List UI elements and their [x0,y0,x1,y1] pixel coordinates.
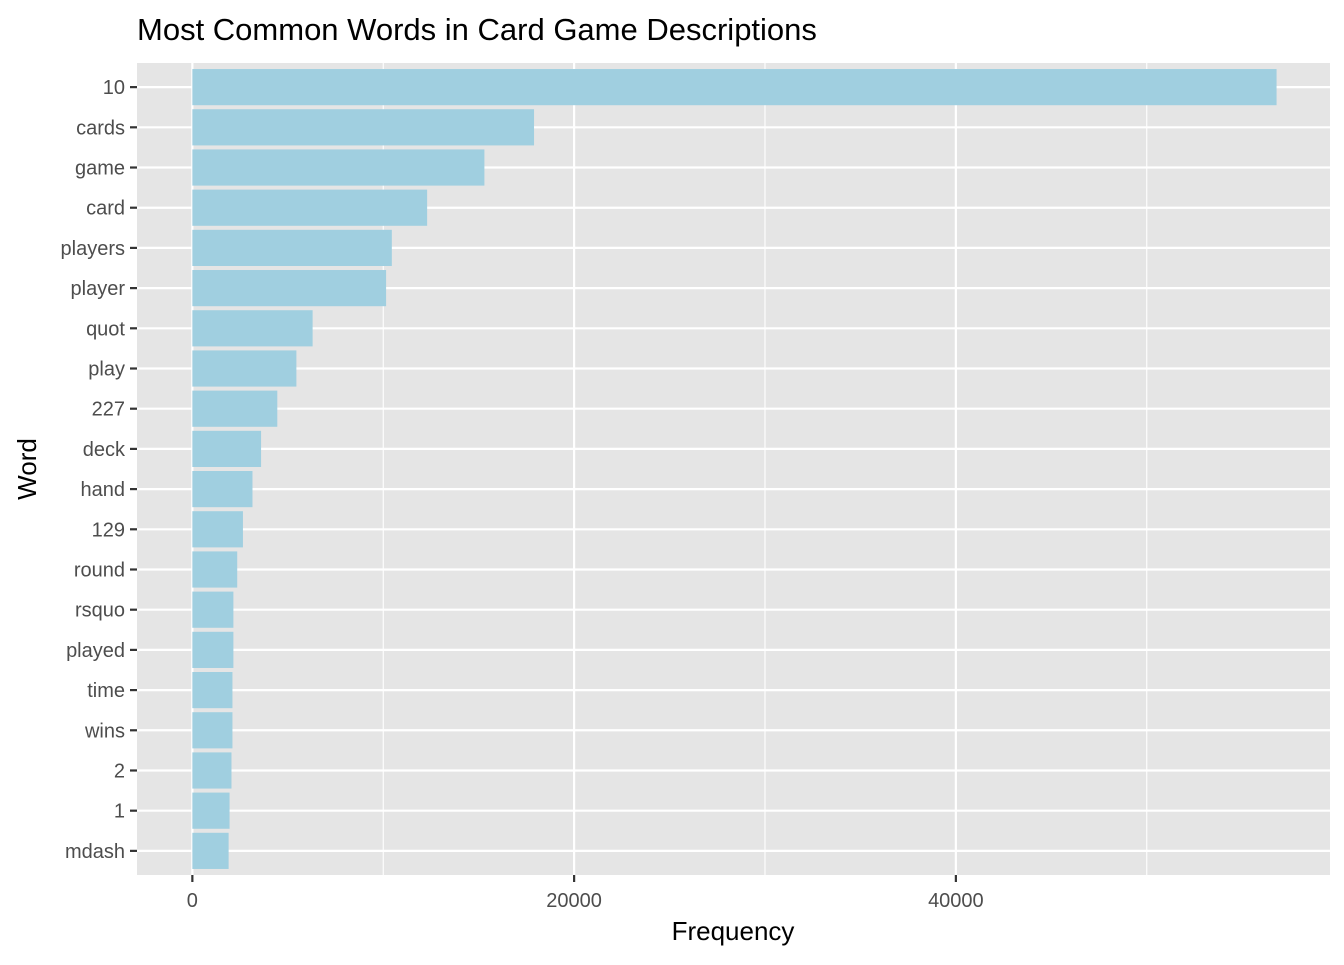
x-axis-title: Frequency [672,916,795,946]
y-tick-label: mdash [65,841,125,863]
y-axis: 10 cards game card players player quot play 227 d… [61,77,137,863]
x-tick-label: 20000 [546,890,602,912]
bar-227 [192,390,278,427]
y-tick-label: card [86,198,125,220]
y-tick-label: player [71,278,126,300]
chart-title: Most Common Words in Card Game Descripti… [137,12,817,47]
bar-players [192,229,392,266]
bar-hand [192,471,253,508]
y-tick-label: round [74,559,125,581]
x-axis: 0 20000 40000 [187,875,984,912]
bar-deck [192,430,262,467]
y-tick-label: rsquo [75,600,125,622]
y-tick-label: 10 [103,77,125,99]
y-tick-label: players [61,238,125,260]
y-tick-label: played [66,640,125,662]
bars [192,69,1277,869]
bar-mdash [192,832,229,869]
bar-129 [192,511,243,548]
bar-2 [192,752,232,789]
y-tick-label: 2 [114,760,125,782]
y-tick-label: quot [86,318,125,340]
y-tick-label: 1 [114,801,125,823]
bar-game [192,149,485,186]
bar-time [192,672,233,709]
bar-player [192,270,387,307]
bar-rsquo [192,591,234,628]
bar-10 [192,69,1277,106]
y-axis-title: Word [12,438,42,500]
bar-cards [192,109,535,146]
bar-quot [192,310,313,347]
y-tick-label: 227 [92,399,125,421]
y-tick-label: game [75,158,125,180]
x-tick-label: 40000 [928,890,984,912]
y-tick-label: cards [76,117,125,139]
bar-round [192,551,238,588]
y-tick-label: play [88,359,125,381]
y-tick-label: time [87,680,125,702]
y-tick-label: deck [83,439,126,461]
y-tick-label: wins [84,720,125,742]
bar-1 [192,792,230,829]
y-tick-label: 129 [92,519,125,541]
bar-wins [192,712,233,749]
y-tick-label: hand [81,479,126,501]
x-tick-label: 0 [187,890,198,912]
bar-play [192,350,297,387]
bar-played [192,631,234,668]
bar-card [192,189,428,226]
